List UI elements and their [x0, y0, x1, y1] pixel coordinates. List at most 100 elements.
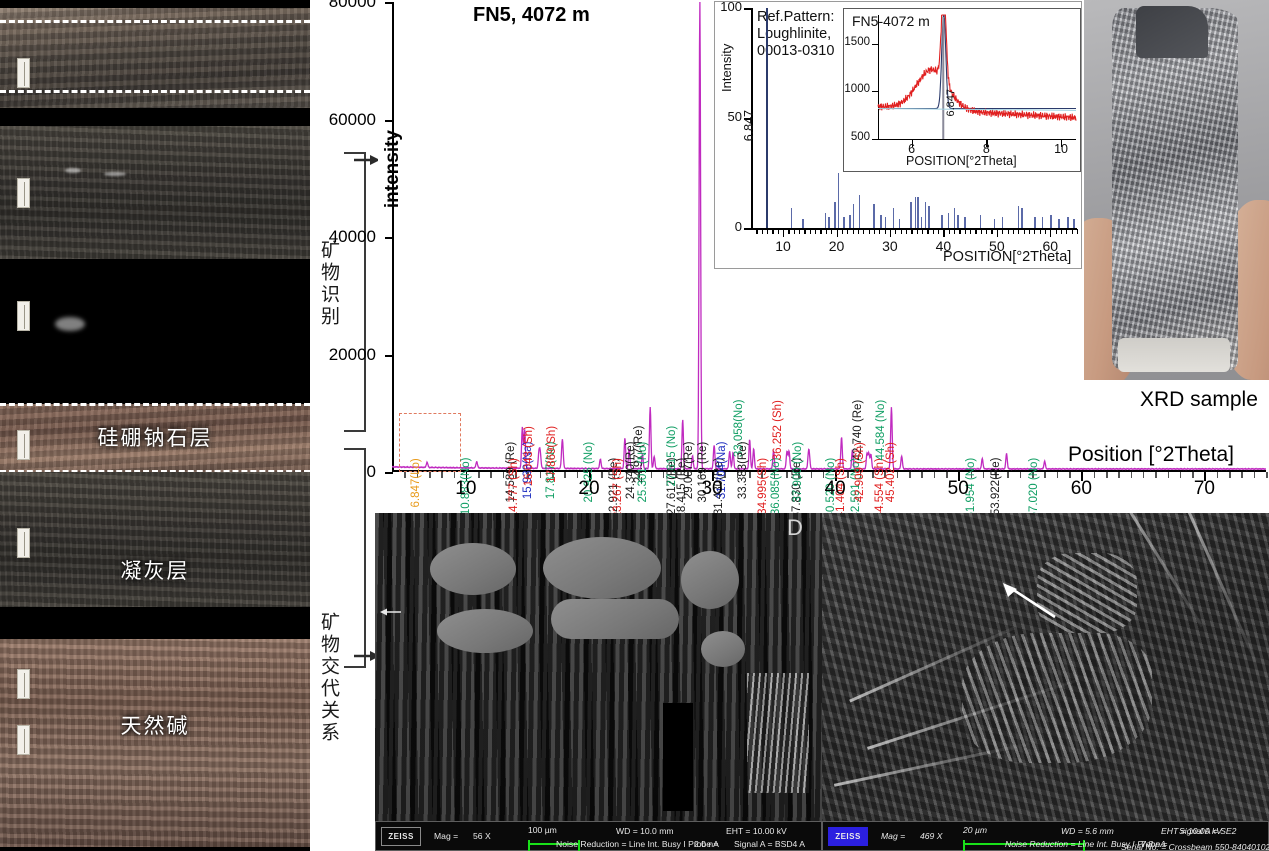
peak-label: 37.900 (No) [792, 442, 805, 503]
x-tick-minor [416, 472, 419, 478]
sub-inset-x-tick-label: 8 [982, 142, 990, 156]
inset-x-tick-minor [1039, 229, 1041, 234]
annotation-column: 矿物识别 矿物交代关系 [310, 0, 380, 851]
x-tick-label: 20 [578, 478, 600, 499]
reference-stick [1017, 206, 1019, 228]
reference-stick [873, 203, 875, 228]
x-tick-minor [539, 472, 542, 478]
x-tick-label: 50 [947, 478, 969, 499]
x-tick-minor [650, 472, 653, 478]
reference-stick [828, 217, 830, 228]
mag-label: Mag = [881, 831, 906, 841]
eht-value: EHT = 10.00 kV [1161, 826, 1222, 836]
core-label-trona: 天然碱 [120, 715, 190, 738]
inset-x-tick-minor [975, 229, 977, 234]
peak-label: 45.402 (Sh) [884, 442, 897, 503]
inset-marked-peak-label: 6.847 [742, 110, 756, 142]
inset-x-tick-minor [948, 229, 950, 234]
reference-stick [858, 195, 861, 228]
ref-pattern-line-1: Ref.Pattern: [757, 9, 835, 25]
sub-inset-traces [877, 14, 1077, 139]
x-tick-minor [552, 472, 554, 478]
inset-x-tick-minor [777, 229, 779, 234]
zeiss-logo: ZEISS [381, 827, 421, 846]
reference-stick [824, 212, 827, 228]
inset-x-tick-label: 10 [775, 238, 791, 254]
reference-stick [1067, 217, 1069, 228]
reference-stick [941, 214, 943, 228]
inset-x-tick-minor [895, 229, 897, 234]
rock-light-base [1118, 338, 1230, 372]
signal-value: Signal A = BSD4 A [734, 839, 805, 849]
inset-x-tick-minor [970, 229, 972, 234]
grain [701, 631, 745, 667]
sub-inset-x-axis-title: POSITION[°2Theta] [906, 154, 1017, 168]
inset-x-tick-minor [932, 229, 934, 234]
x-tick-minor [773, 472, 776, 478]
sub-inset-x-tick [1061, 140, 1063, 147]
x-tick-minor [933, 472, 936, 478]
x-tick-minor [428, 472, 431, 478]
reference-stick [1058, 219, 1060, 228]
inset-x-tick-minor [1060, 229, 1063, 234]
x-tick-major [465, 472, 468, 481]
probe-value: 7.8 nA [1141, 839, 1166, 849]
inset-x-tick-label: 30 [882, 238, 898, 254]
inset-x-tick-minor [788, 229, 790, 234]
inset-x-tick-minor [815, 229, 817, 234]
reference-stick [910, 201, 912, 228]
peak-label: 42.909 (Sh) [853, 442, 866, 503]
x-tick-minor [441, 472, 443, 478]
mineral-aggregate [962, 633, 1152, 763]
reference-stick [993, 219, 995, 228]
inset-x-tick-minor [793, 229, 795, 234]
y-tick: 80000 [329, 0, 393, 11]
sub-inset-y-tick: 1000 [844, 83, 879, 95]
sub-inset-x-tick [911, 140, 913, 147]
x-tick-minor [675, 472, 677, 478]
bright-zone [747, 673, 809, 793]
x-tick-minor [1032, 472, 1034, 478]
x-tick-minor [724, 472, 726, 478]
core-scale-tag [17, 669, 30, 699]
x-tick-minor [453, 472, 456, 478]
inset-y-axis [751, 8, 753, 230]
inset-x-tick-minor [756, 229, 758, 234]
reference-stick [834, 201, 836, 228]
x-tick-label: 30 [701, 478, 723, 499]
xrd-sample-caption: XRD sample [1140, 388, 1258, 411]
plot-frame: 0 20000 40000 60000 80000 6.847(Lo) 10.883(No… [329, 0, 1268, 519]
x-tick-minor [1229, 472, 1231, 478]
x-tick-minor [982, 472, 985, 478]
reference-stick [790, 208, 792, 228]
inset-x-tick-minor [1007, 229, 1009, 234]
annotation-mineral-identification: 矿物识别 [318, 240, 339, 328]
core-scale-tag [17, 58, 30, 88]
x-tick-minor [1266, 472, 1268, 478]
inset-x-tick-minor [916, 229, 918, 234]
sem-info-bar: ZEISS Mag = 469 X 20 µm WD = 5.6 mm EHT … [822, 821, 1269, 851]
reference-stick [892, 208, 894, 228]
inset-y-tick: 50 [728, 109, 752, 124]
x-tick-minor [1130, 472, 1133, 478]
x-tick-minor [1192, 472, 1194, 478]
x-tick-minor [576, 472, 579, 478]
peak-label: 36.085(No) [769, 458, 782, 516]
xrd-sample-photo [1084, 0, 1269, 380]
core-scale-tag [17, 528, 30, 558]
core-segment-1 [0, 0, 310, 120]
y-tick: 0 [367, 462, 393, 481]
inset-x-tick-major [889, 229, 892, 237]
y-tick-label: 80000 [328, 0, 376, 11]
core-photo-column: 硅硼钠石层 凝灰层 天然碱 [0, 0, 310, 851]
inset-x-axis [751, 228, 1077, 230]
inset-x-tick-minor [809, 229, 811, 234]
rock-sample [1112, 8, 1238, 370]
reference-stick [853, 203, 855, 228]
x-tick-minor [1093, 472, 1096, 478]
mineral-speck [55, 317, 85, 331]
inset-x-tick-minor [873, 229, 876, 234]
core-scale-tag [17, 430, 30, 460]
reference-pattern-inset: Ref.Pattern: Loughlinite, 00013-0310 Int… [714, 0, 1082, 269]
core-segment-2 [0, 120, 310, 265]
